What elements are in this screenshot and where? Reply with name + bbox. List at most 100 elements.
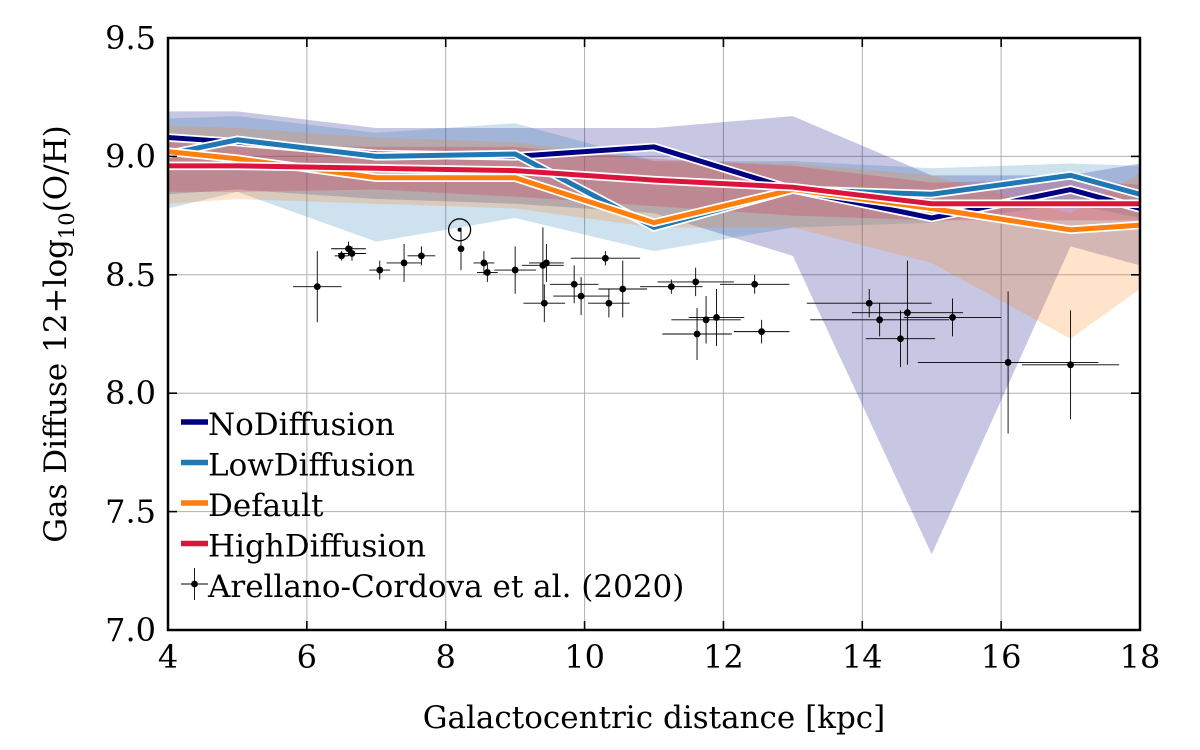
y-tick-label: 9.5 bbox=[105, 19, 156, 57]
observation-marker bbox=[313, 283, 321, 291]
legend-label: Arellano-Cordova et al. (2020) bbox=[207, 569, 684, 605]
legend-entry-nodiffusion: NoDiffusion bbox=[181, 407, 395, 443]
observation-point bbox=[494, 246, 536, 294]
x-tick-label: 4 bbox=[158, 638, 178, 676]
observation-point bbox=[292, 251, 342, 323]
observation-marker bbox=[577, 292, 585, 300]
observation-point bbox=[810, 303, 950, 337]
sun-symbol-ring bbox=[447, 218, 472, 242]
observation-marker bbox=[1067, 361, 1074, 369]
y-tick-label: 8.0 bbox=[105, 374, 156, 412]
observation-marker bbox=[876, 316, 884, 324]
observation-marker bbox=[376, 266, 384, 274]
observation-point bbox=[334, 251, 349, 261]
legend-entry-lowdiffusion: LowDiffusion bbox=[181, 448, 415, 484]
observation-point bbox=[386, 244, 422, 282]
observation-point bbox=[733, 319, 790, 344]
observation-marker bbox=[619, 285, 627, 293]
observation-marker bbox=[702, 316, 710, 324]
x-tick-label: 8 bbox=[436, 638, 456, 676]
x-tick-label: 10 bbox=[564, 638, 605, 676]
observation-marker bbox=[751, 280, 759, 288]
series-lines bbox=[167, 133, 1142, 235]
observation-point bbox=[719, 274, 790, 294]
y-tick-label: 7.5 bbox=[105, 493, 156, 531]
observation-marker bbox=[693, 330, 701, 338]
y-tick-labels: 7.0 7.5 8.0 8.5 9.0 9.5 bbox=[105, 19, 156, 649]
observation-point bbox=[473, 251, 495, 275]
x-tick-label: 18 bbox=[1120, 638, 1161, 676]
y-axis-label-subscript: 10 bbox=[55, 212, 79, 239]
plot-background bbox=[168, 38, 1140, 630]
y-axis-label-main: Gas Diffuse 12+log bbox=[38, 239, 74, 543]
axis-ticks bbox=[167, 37, 1141, 631]
observation-marker bbox=[897, 335, 904, 343]
observation-point bbox=[407, 246, 436, 266]
observation-marker bbox=[949, 314, 956, 321]
observation-marker bbox=[758, 328, 766, 336]
legend-label: Default bbox=[208, 488, 324, 524]
legend-label: NoDiffusion bbox=[208, 407, 395, 443]
observation-marker bbox=[605, 299, 613, 307]
observation-points bbox=[292, 218, 1120, 434]
sun-symbol bbox=[447, 218, 472, 242]
legend-entry-highdiffusion: HighDiffusion bbox=[181, 529, 426, 565]
observation-marker bbox=[338, 252, 345, 260]
observation-marker bbox=[418, 252, 425, 260]
x-tick-label: 12 bbox=[703, 638, 744, 676]
observation-point bbox=[553, 277, 609, 316]
y-tick-label: 7.0 bbox=[105, 611, 156, 649]
observation-point bbox=[522, 227, 564, 304]
observation-marker bbox=[904, 309, 911, 317]
observation-marker bbox=[542, 259, 550, 267]
observation-point bbox=[662, 307, 732, 361]
observation-point bbox=[598, 260, 648, 318]
observation-marker bbox=[480, 259, 488, 267]
x-tick-label: 16 bbox=[981, 638, 1022, 676]
x-tick-label: 14 bbox=[842, 638, 883, 676]
legend-label: HighDiffusion bbox=[208, 529, 426, 565]
observation-marker bbox=[692, 278, 700, 286]
observation-point bbox=[457, 227, 465, 271]
plot-frame bbox=[166, 36, 1142, 632]
observation-marker bbox=[540, 299, 548, 307]
x-tick-labels: 4 6 8 10 12 14 16 18 bbox=[158, 638, 1161, 676]
observation-point bbox=[570, 251, 641, 266]
observation-point bbox=[657, 267, 734, 297]
legend-entry-observations: Arellano-Cordova et al. (2020) bbox=[181, 568, 684, 605]
observation-point bbox=[851, 260, 963, 365]
observation-point bbox=[865, 310, 936, 368]
observation-point bbox=[549, 265, 599, 304]
line-highdiffusion bbox=[168, 163, 1140, 207]
observation-point bbox=[529, 244, 564, 282]
observation-marker bbox=[570, 280, 578, 288]
legend-swatch-marker bbox=[191, 580, 198, 588]
observation-point bbox=[688, 289, 745, 346]
observation-marker bbox=[713, 314, 720, 321]
y-axis-label: Gas Diffuse 12+log10(O/H) bbox=[38, 125, 79, 543]
observation-marker bbox=[511, 266, 519, 274]
observation-point bbox=[903, 298, 1002, 337]
observation-point bbox=[671, 296, 741, 344]
legend-entry-default: Default bbox=[181, 488, 324, 524]
observation-marker bbox=[345, 245, 352, 253]
observation-point bbox=[523, 284, 566, 323]
legend-label: LowDiffusion bbox=[208, 448, 415, 484]
sun-symbol-dot bbox=[457, 227, 462, 232]
observation-point bbox=[476, 262, 498, 282]
y-axis-label-tail: (O/H) bbox=[38, 125, 74, 212]
y-tick-label: 9.0 bbox=[105, 137, 156, 175]
observation-marker bbox=[667, 283, 675, 291]
observation-marker bbox=[348, 250, 356, 257]
observation-marker bbox=[602, 254, 609, 262]
observation-marker bbox=[483, 269, 491, 276]
line-lowdiffusion bbox=[167, 137, 1141, 231]
observation-marker bbox=[400, 259, 408, 267]
observation-marker bbox=[1004, 359, 1012, 366]
observation-point bbox=[338, 246, 366, 261]
observation-marker bbox=[457, 245, 465, 253]
band-nodiffusion bbox=[168, 111, 1140, 555]
observation-point bbox=[1021, 310, 1120, 420]
x-tick-label: 6 bbox=[297, 638, 317, 676]
